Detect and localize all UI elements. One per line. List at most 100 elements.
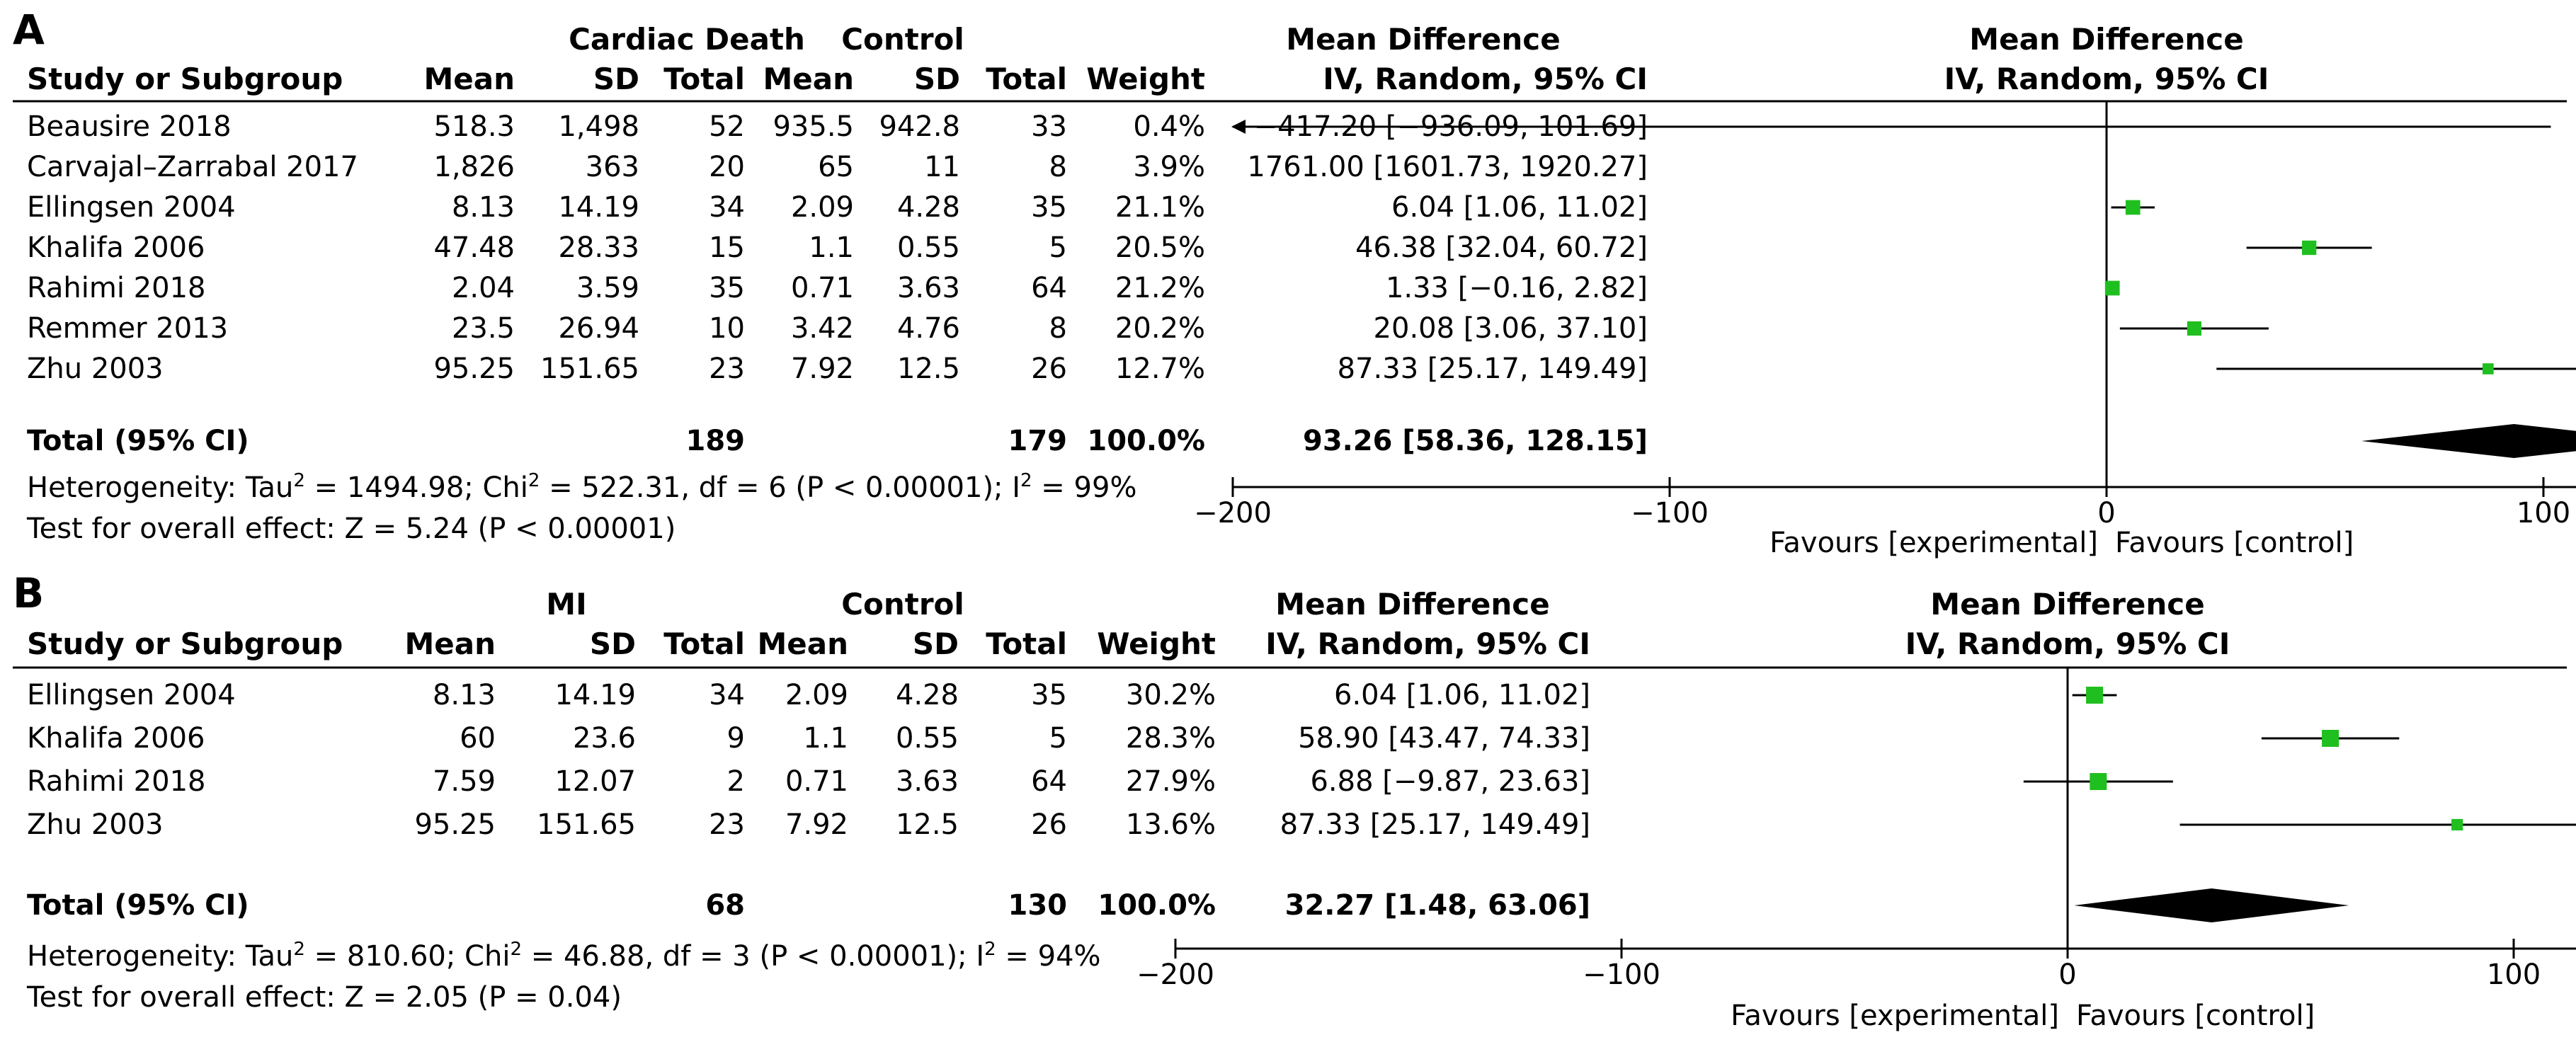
overall-effect-text: Test for overall effect: Z = 5.24 (P < 0…	[26, 513, 676, 545]
ctl-mean: 1.1	[803, 722, 848, 755]
plot-group-header: Mean Difference	[1930, 587, 2204, 622]
column-header: Mean	[404, 627, 496, 661]
exp-mean: 518.3	[433, 110, 515, 143]
exp-sd: 14.19	[554, 679, 636, 711]
column-header: Weight	[1086, 62, 1205, 96]
ctl-sd: 11	[924, 151, 960, 183]
plot-group-header: Mean Difference	[1969, 22, 2243, 57]
exp-total: 34	[709, 191, 745, 224]
weight: 21.1%	[1115, 191, 1205, 224]
study-name: Remmer 2013	[27, 312, 228, 345]
ctl-mean: 935.5	[773, 110, 854, 143]
exp-mean: 95.25	[433, 353, 515, 385]
study-name: Carvajal–Zarrabal 2017	[27, 151, 358, 183]
study-name: Khalifa 2006	[27, 231, 205, 264]
study-row: Beausire 2018 518.3 1,498 52 935.5 942.8 33 0.4…	[27, 110, 2551, 143]
ctl-total: 64	[1031, 765, 1067, 798]
effect-ci: 1.33 [−0.16, 2.82]	[1386, 272, 1648, 304]
weight: 20.2%	[1115, 312, 1205, 345]
weight: 27.9%	[1126, 765, 1216, 798]
exp-total: 23	[709, 808, 745, 841]
effect-ci: 6.88 [−9.87, 23.63]	[1310, 765, 1590, 798]
ctl-total: 26	[1031, 808, 1067, 841]
effect-ci: 6.04 [1.06, 11.02]	[1391, 191, 1648, 224]
ctl-sd: 12.5	[896, 808, 959, 841]
exp-total: 34	[709, 679, 745, 711]
ctl-mean: 2.09	[791, 191, 854, 224]
column-header: IV, Random, 95% CI	[1323, 62, 1648, 96]
effect-ci: 6.04 [1.06, 11.02]	[1334, 679, 1590, 711]
experimental-group-header: Cardiac Death	[569, 22, 805, 57]
forest-panel-b: B MI Control Mean Difference Mean Difference…	[13, 569, 2576, 1032]
exp-total: 2	[727, 765, 745, 798]
ctl-total: 35	[1031, 679, 1067, 711]
ctl-sd: 12.5	[897, 353, 960, 385]
ctl-sd: 0.55	[897, 231, 960, 264]
ctl-mean: 65	[818, 151, 854, 183]
study-row: Zhu 2003 95.25 151.65 23 7.92 12.5 26 13.6% 87.3…	[27, 808, 2576, 841]
point-estimate-marker	[2483, 363, 2494, 374]
column-header: Study or Subgroup	[27, 62, 343, 96]
heterogeneity-text: Heterogeneity: Tau2 = 1494.98; Chi2 = 52…	[27, 470, 1136, 504]
ctl-mean: 7.92	[785, 808, 848, 841]
column-header: IV, Random, 95% CI	[1265, 627, 1590, 661]
column-header: Study or Subgroup	[27, 627, 343, 661]
ctl-mean: 0.71	[791, 272, 854, 304]
ctl-mean: 1.1	[809, 231, 854, 264]
exp-sd: 14.19	[558, 191, 639, 224]
ctl-total: 26	[1031, 353, 1067, 385]
ctl-sd: 4.28	[897, 191, 960, 224]
column-header: Mean	[423, 62, 515, 96]
ctl-sd: 4.76	[897, 312, 960, 345]
exp-mean: 7.59	[433, 765, 496, 798]
study-row: Ellingsen 2004 8.13 14.19 34 2.09 4.28 35 30.2%…	[27, 679, 2117, 711]
study-row: Rahimi 2018 7.59 12.07 2 0.71 3.63 64 27.9% 6.88…	[27, 765, 2173, 798]
exp-total: 9	[727, 722, 745, 755]
total-weight: 100.0%	[1087, 425, 1205, 457]
column-header: SD	[593, 62, 639, 96]
study-row: Zhu 2003 95.25 151.65 23 7.92 12.5 26 12.7% 87.3…	[27, 353, 2576, 385]
exp-total: 35	[709, 272, 745, 304]
exp-sd: 3.59	[576, 272, 639, 304]
favours-experimental-label: Favours [experimental]	[1731, 1000, 2059, 1032]
weight: 30.2%	[1126, 679, 1216, 711]
panel-label: A	[13, 6, 45, 54]
ctl-total: 64	[1031, 272, 1067, 304]
column-header: Total	[986, 62, 1067, 96]
weight: 3.9%	[1133, 151, 1205, 183]
study-name: Khalifa 2006	[27, 722, 205, 755]
exp-mean: 1,826	[433, 151, 515, 183]
exp-mean: 8.13	[433, 679, 496, 711]
ctl-total: 8	[1049, 312, 1067, 345]
exp-total: 15	[709, 231, 745, 264]
study-name: Ellingsen 2004	[27, 191, 236, 224]
exp-mean: 8.13	[452, 191, 515, 224]
column-header: Mean	[763, 62, 854, 96]
ci-arrow-left	[1231, 120, 1246, 134]
column-header: SD	[913, 627, 959, 661]
exp-sd: 151.65	[537, 808, 636, 841]
point-estimate-marker	[2302, 240, 2317, 256]
forest-panel-a: A Cardiac Death Control Mean Difference Mean…	[13, 6, 2576, 559]
column-header: IV, Random, 95% CI	[1944, 62, 2269, 96]
exp-mean: 47.48	[433, 231, 515, 264]
ctl-sd: 0.55	[896, 722, 959, 755]
effect-ci: 87.33 [25.17, 149.49]	[1338, 353, 1648, 385]
ctl-sd: 3.63	[897, 272, 960, 304]
panel-label: B	[13, 569, 44, 617]
ctl-mean: 3.42	[791, 312, 854, 345]
x-tick-label: 0	[2058, 959, 2076, 991]
total-weight: 100.0%	[1098, 889, 1216, 922]
exp-sd: 151.65	[540, 353, 639, 385]
effect-ci: 1761.00 [1601.73, 1920.27]	[1247, 151, 1648, 183]
study-row: Remmer 2013 23.5 26.94 10 3.42 4.76 8 20.2% 20.0…	[27, 312, 2269, 345]
control-group-header: Control	[841, 587, 964, 622]
ctl-sd: 3.63	[896, 765, 959, 798]
total-effect-ci: 32.27 [1.48, 63.06]	[1285, 889, 1590, 922]
weight: 28.3%	[1126, 722, 1216, 755]
experimental-group-header: MI	[546, 587, 586, 622]
pooled-diamond	[2074, 888, 2349, 922]
point-estimate-marker	[2322, 730, 2340, 747]
effect-ci: 46.38 [32.04, 60.72]	[1355, 231, 1648, 264]
